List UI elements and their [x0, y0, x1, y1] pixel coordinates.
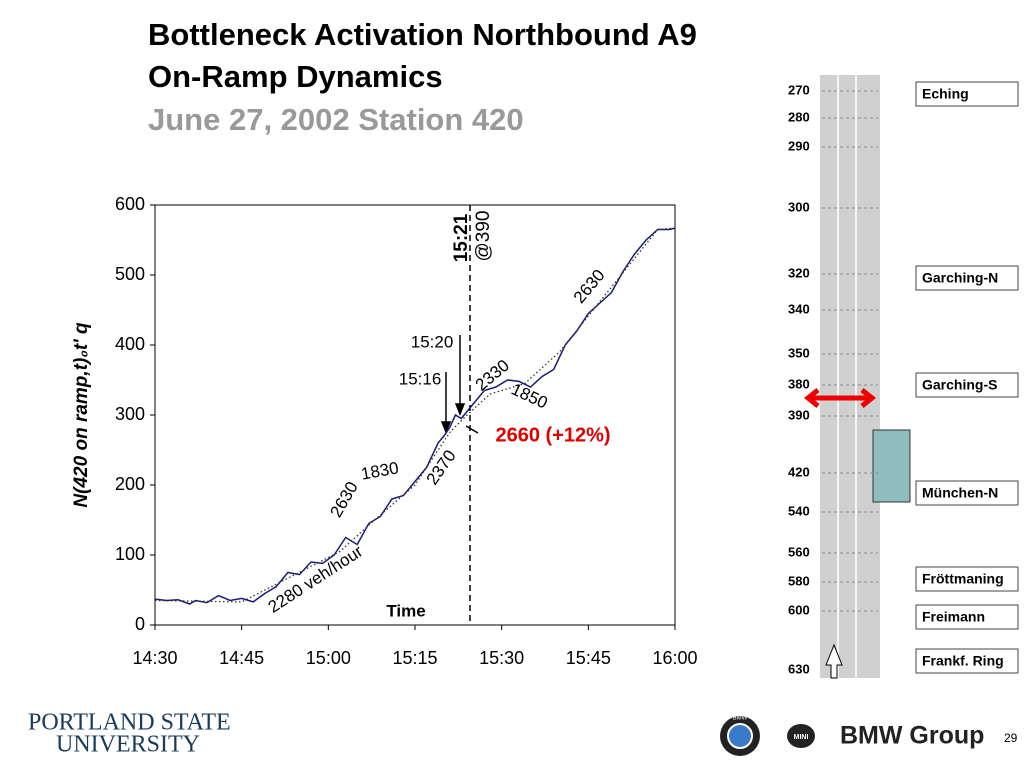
y-axis-label: N(420 on ramp,t)₀t' q [71, 322, 92, 508]
station-label: 350 [788, 345, 810, 360]
station-label: 380 [788, 376, 810, 391]
station-label: 560 [788, 544, 810, 559]
x-axis-label: Time [386, 601, 425, 620]
page-number: 29 [1004, 731, 1018, 745]
direction-arrow [825, 643, 843, 679]
annotation: 2370 [423, 446, 460, 488]
station-label: 390 [788, 407, 810, 422]
road [820, 75, 880, 678]
mini-logo [787, 724, 815, 748]
bmw-logo [727, 723, 753, 749]
x-tick-label: 15:45 [566, 648, 611, 668]
station-label: 630 [788, 661, 810, 676]
station-label: 580 [788, 573, 810, 588]
university-logo: PORTLAND STATE [28, 710, 231, 736]
university-logo: UNIVERSITY [56, 732, 200, 758]
y-tick-label: 100 [115, 544, 145, 564]
x-tick-label: 15:00 [306, 648, 351, 668]
y-tick-label: 200 [115, 474, 145, 494]
annotation: 15:16 [399, 369, 442, 388]
y-tick-label: 300 [115, 404, 145, 424]
subtitle: June 27, 2002 Station 420 [148, 102, 524, 137]
annotation: 2630 [326, 478, 361, 520]
x-tick-label: 15:15 [392, 648, 437, 668]
station-label: 320 [788, 265, 810, 280]
annotation: 2660 (+12%) [495, 424, 610, 446]
y-tick-label: 400 [115, 334, 145, 354]
annotation: 15:20 [411, 332, 454, 351]
annotation: 1830 [360, 458, 401, 483]
station-label: 340 [788, 301, 810, 316]
plot-frame [154, 204, 676, 626]
exit-label: Fröttmaning [922, 571, 1004, 587]
station-label: 270 [788, 82, 810, 97]
title: Bottleneck Activation Northbound A9 [148, 17, 697, 52]
exit-label: Garching-N [922, 270, 998, 286]
station-label: 540 [788, 503, 810, 518]
x-tick-label: 16:00 [652, 648, 697, 668]
bmw-text: BMW [733, 716, 748, 722]
x-tick-label: 14:30 [132, 648, 177, 668]
station-label: 280 [788, 109, 810, 124]
brand: BMW Group [840, 722, 984, 750]
exit-label: Frankf. Ring [922, 653, 1004, 669]
exit-box [915, 480, 1019, 506]
exit-label: München-N [922, 485, 998, 501]
y-tick-label: 0 [135, 614, 145, 634]
exit-box [915, 81, 1019, 107]
y-tick-label: 500 [115, 264, 145, 284]
annotation: 15:21 [451, 213, 472, 262]
exit-box [915, 265, 1019, 291]
series-line [154, 227, 676, 605]
exit-label: Garching-S [922, 377, 997, 393]
lane-lines [837, 75, 857, 678]
exit-box [915, 372, 1019, 398]
exit-label: Eching [922, 86, 969, 102]
station-label: 600 [788, 602, 810, 617]
bottleneck-arrow [803, 388, 877, 408]
exit-box [915, 648, 1019, 674]
station-label: 420 [788, 464, 810, 479]
annotation: 1850 [508, 379, 550, 412]
station-label: 300 [788, 199, 810, 214]
station-label: 290 [788, 138, 810, 153]
exit-box [915, 604, 1019, 630]
exit-box [915, 566, 1019, 592]
annotation: @390 [473, 211, 494, 262]
ramp-highlight [872, 429, 911, 503]
title: On-Ramp Dynamics [148, 59, 443, 94]
y-tick-label: 600 [115, 194, 145, 214]
x-tick-label: 15:30 [479, 648, 524, 668]
arrows [440, 335, 479, 435]
x-tick-label: 14:45 [219, 648, 264, 668]
annotation: 2280 veh/hour [265, 541, 367, 616]
exit-label: Freimann [922, 609, 985, 625]
mini-text: MINI [794, 734, 809, 741]
series-line [154, 227, 676, 603]
